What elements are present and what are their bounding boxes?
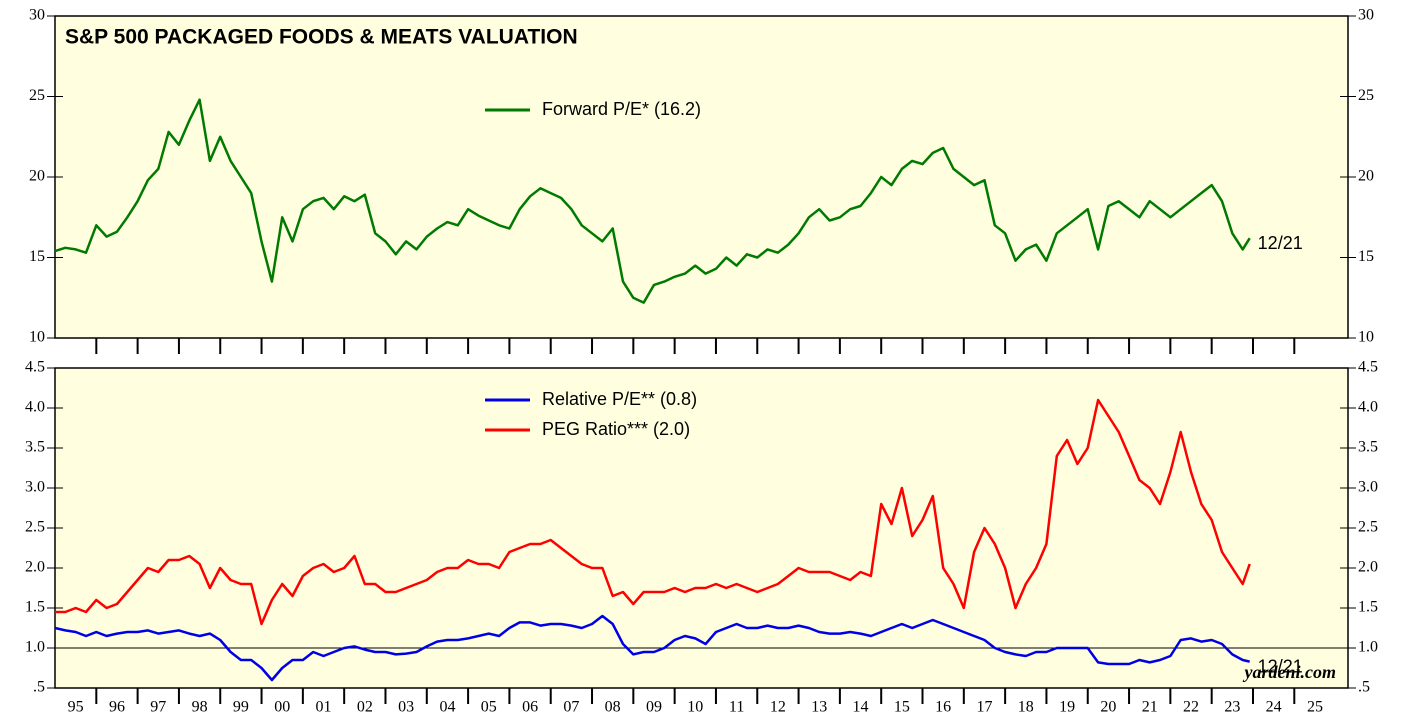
y-tick-label: 2.0 [25,559,45,576]
plot-background [54,367,1349,689]
x-tick-label: 98 [192,699,208,716]
y-tick-label: 25 [1358,87,1374,104]
x-tick-label: 99 [233,699,249,716]
x-tick-label: 04 [439,699,455,716]
x-tick-label: 11 [729,699,744,716]
x-tick-label: 96 [109,699,125,716]
annotation: 12/21 [1258,656,1303,676]
x-tick-label: 05 [481,699,497,716]
x-tick-label: 20 [1100,699,1116,716]
y-tick-label: 1.0 [1358,639,1378,656]
x-tick-label: 02 [357,699,373,716]
x-tick-label: 09 [646,699,662,716]
y-tick-label: 20 [1358,168,1374,185]
y-tick-label: 1.5 [1358,599,1378,616]
x-tick-label: 08 [605,699,621,716]
legend-label: PEG Ratio*** (2.0) [542,419,690,439]
y-tick-label: .5 [1358,679,1370,696]
x-tick-label: 14 [853,699,869,716]
series-line [54,614,1250,682]
x-tick-label: 10 [687,699,703,716]
legend-label: Relative P/E** (0.8) [542,389,697,409]
x-tick-label: 17 [976,699,992,716]
y-tick-label: 2.0 [1358,559,1378,576]
y-tick-label: 3.0 [25,479,45,496]
credit: yardeni.com [1243,662,1337,682]
y-tick-label: 2.5 [25,519,45,536]
y-tick-label: 4.5 [1358,359,1378,376]
y-tick-label: 3.0 [1358,479,1378,496]
y-tick-label: 20 [29,168,45,185]
x-tick-label: 16 [935,699,951,716]
x-tick-label: 97 [150,699,166,716]
y-tick-label: 4.0 [25,399,45,416]
y-tick-label: 15 [29,248,45,265]
x-tick-label: 19 [1059,699,1075,716]
y-tick-label: 4.5 [25,359,45,376]
series-line [55,398,1251,626]
x-tick-label: 15 [894,699,910,716]
x-tick-label: 12 [770,699,786,716]
plot-background [54,15,1349,339]
x-tick-label: 00 [274,699,290,716]
y-tick-label: 4.0 [1358,399,1378,416]
x-tick-label: 21 [1142,699,1158,716]
y-tick-label: 30 [1358,7,1374,24]
x-tick-label: 95 [68,699,84,716]
y-tick-label: .5 [33,679,45,696]
y-tick-label: 3.5 [1358,439,1378,456]
x-tick-label: 25 [1307,699,1323,716]
y-tick-label: 1.0 [25,639,45,656]
y-tick-label: 15 [1358,248,1374,265]
chart-title: S&P 500 PACKAGED FOODS & MEATS VALUATION [65,26,578,49]
x-tick-label: 03 [398,699,414,716]
x-tick-label: 06 [522,699,538,716]
y-tick-label: 10 [1358,329,1374,346]
y-tick-label: 2.5 [1358,519,1378,536]
legend-label: Forward P/E* (16.2) [542,99,701,119]
x-tick-label: 24 [1266,699,1282,716]
series-line [54,98,1251,304]
y-tick-label: 30 [29,7,45,24]
y-tick-label: 3.5 [25,439,45,456]
x-tick-label: 13 [811,699,827,716]
y-tick-label: 1.5 [25,599,45,616]
x-tick-label: 22 [1183,699,1199,716]
x-tick-label: 01 [316,699,332,716]
x-tick-label: 07 [563,699,579,716]
x-tick-label: 18 [1018,699,1034,716]
y-tick-label: 10 [29,329,45,346]
x-tick-label: 23 [1224,699,1240,716]
annotation: 12/21 [1258,233,1303,253]
y-tick-label: 25 [29,87,45,104]
